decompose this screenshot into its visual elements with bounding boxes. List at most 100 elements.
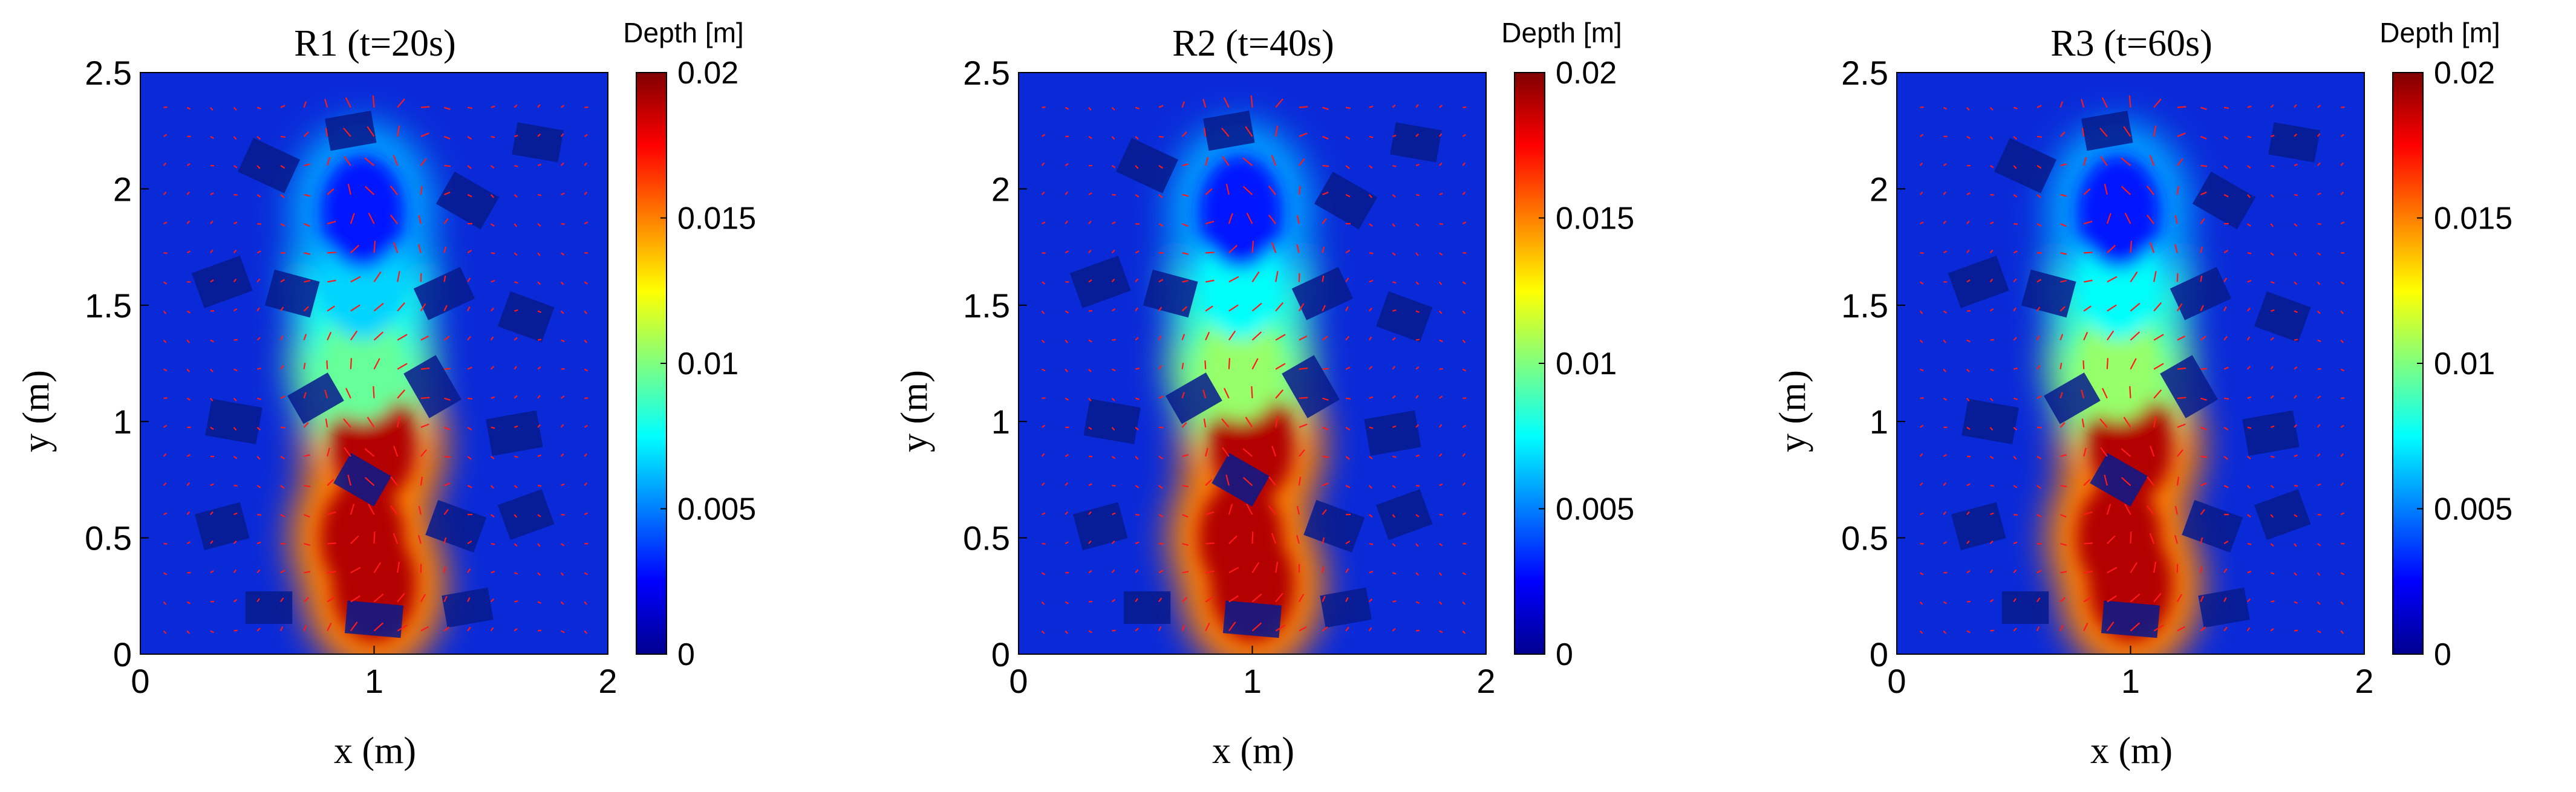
velocity-arrow (537, 484, 542, 487)
obstacle-block (1116, 138, 1179, 193)
velocity-arrow (1088, 368, 1092, 372)
velocity-arrow (1111, 136, 1115, 140)
velocity-arrow (368, 212, 375, 224)
velocity-arrow (1919, 162, 1923, 166)
velocity-arrow (365, 186, 375, 195)
panel-r3: R3 (t=60s) 0 1 2 0 0.5 1 1.5 2 2.5 x (m) y (m) D… (1772, 17, 2512, 771)
velocity-arrow (350, 566, 361, 574)
velocity-arrow (1203, 128, 1207, 137)
velocity-arrow (350, 622, 358, 632)
velocity-arrow (2036, 514, 2042, 518)
velocity-arrow (2107, 595, 2117, 603)
velocity-arrow (1990, 221, 1994, 225)
velocity-arrow (233, 512, 238, 516)
velocity-arrow (2153, 592, 2162, 603)
velocity-arrow (1268, 215, 1277, 224)
velocity-arrow (514, 514, 518, 518)
velocity-arrow (443, 566, 446, 573)
velocity-arrow (2177, 132, 2186, 137)
velocity-arrow (304, 163, 311, 166)
velocity-arrow (1296, 244, 1300, 253)
velocity-arrow (1251, 241, 1254, 253)
velocity-arrow (2150, 242, 2155, 253)
velocity-arrow (2340, 339, 2344, 343)
velocity-arrow (491, 426, 495, 429)
velocity-arrow (514, 104, 518, 108)
velocity-arrow (2340, 424, 2345, 428)
velocity-arrow (2036, 279, 2042, 283)
velocity-arrow (1065, 310, 1069, 314)
velocity-arrow (1111, 165, 1116, 169)
velocity-arrow (2013, 337, 2017, 341)
y-axis-label: y (m) (894, 370, 935, 452)
velocity-arrow (2106, 213, 2111, 224)
velocity-arrow (2294, 281, 2298, 285)
velocity-arrow (1920, 221, 1924, 225)
velocity-arrow (2013, 541, 2018, 545)
velocity-arrow (233, 427, 237, 431)
velocity-arrow (2101, 97, 2108, 108)
velocity-arrow (1221, 418, 1230, 428)
velocity-arrow (2013, 307, 2017, 312)
velocity-arrow (1158, 426, 1164, 429)
velocity-arrow (2270, 252, 2274, 256)
velocity-arrow (1225, 183, 1230, 195)
velocity-arrow (1392, 455, 1397, 458)
velocity-arrow (233, 540, 237, 544)
y-axis-label: y (m) (16, 370, 57, 452)
velocity-arrow (467, 165, 472, 169)
obstacle-block (2101, 600, 2160, 638)
velocity-arrow (186, 482, 191, 486)
velocity-arrow (186, 368, 191, 372)
obstacle-block (486, 410, 543, 456)
velocity-arrow (2317, 395, 2321, 399)
velocity-arrow (163, 368, 168, 372)
velocity-arrow (2013, 165, 2017, 169)
velocity-arrow (1322, 566, 1325, 573)
velocity-arrow (1392, 281, 1397, 284)
velocity-arrow (561, 483, 565, 487)
velocity-arrow (279, 307, 284, 312)
velocity-arrow (2177, 626, 2186, 632)
velocity-arrow (327, 542, 336, 545)
velocity-arrow (1065, 163, 1069, 166)
velocity-arrow (210, 540, 214, 544)
velocity-arrow (2036, 307, 2041, 312)
velocity-arrow (364, 476, 375, 486)
velocity-arrow (1345, 366, 1351, 370)
velocity-arrow (1111, 569, 1115, 573)
velocity-arrow (210, 339, 214, 343)
obstacle-block (1222, 600, 1282, 638)
velocity-arrow (350, 276, 361, 283)
velocity-arrow (514, 252, 518, 256)
velocity-arrow (2014, 514, 2018, 516)
velocity-arrow (1275, 98, 1283, 108)
velocity-arrow (537, 601, 542, 604)
velocity-arrow (327, 157, 331, 166)
velocity-arrow (2036, 455, 2042, 459)
velocity-arrow (490, 336, 494, 341)
velocity-arrow (491, 571, 495, 574)
velocity-arrow (1369, 456, 1373, 459)
velocity-arrow (2200, 397, 2207, 401)
velocity-arrow (327, 279, 336, 283)
colorbar-tick-label: 0.01 (2434, 346, 2495, 381)
obstacle-block (1203, 110, 1255, 151)
velocity-arrow (303, 422, 309, 428)
velocity-arrow (390, 186, 399, 195)
panel-title: R1 (t=20s) (294, 23, 455, 64)
velocity-arrow (1966, 279, 1971, 283)
velocity-arrow (2200, 106, 2207, 110)
velocity-arrow (490, 627, 494, 632)
velocity-arrow (1943, 191, 1947, 195)
velocity-arrow (2107, 566, 2118, 574)
velocity-arrow (1392, 485, 1396, 489)
velocity-arrow (1111, 427, 1115, 431)
velocity-arrow (393, 446, 399, 457)
velocity-arrow (2146, 215, 2155, 224)
velocity-arrow (1462, 601, 1466, 605)
velocity-arrow (210, 570, 214, 574)
velocity-arrow (1438, 133, 1443, 137)
velocity-arrow (1462, 281, 1466, 285)
velocity-arrow (1438, 162, 1443, 166)
